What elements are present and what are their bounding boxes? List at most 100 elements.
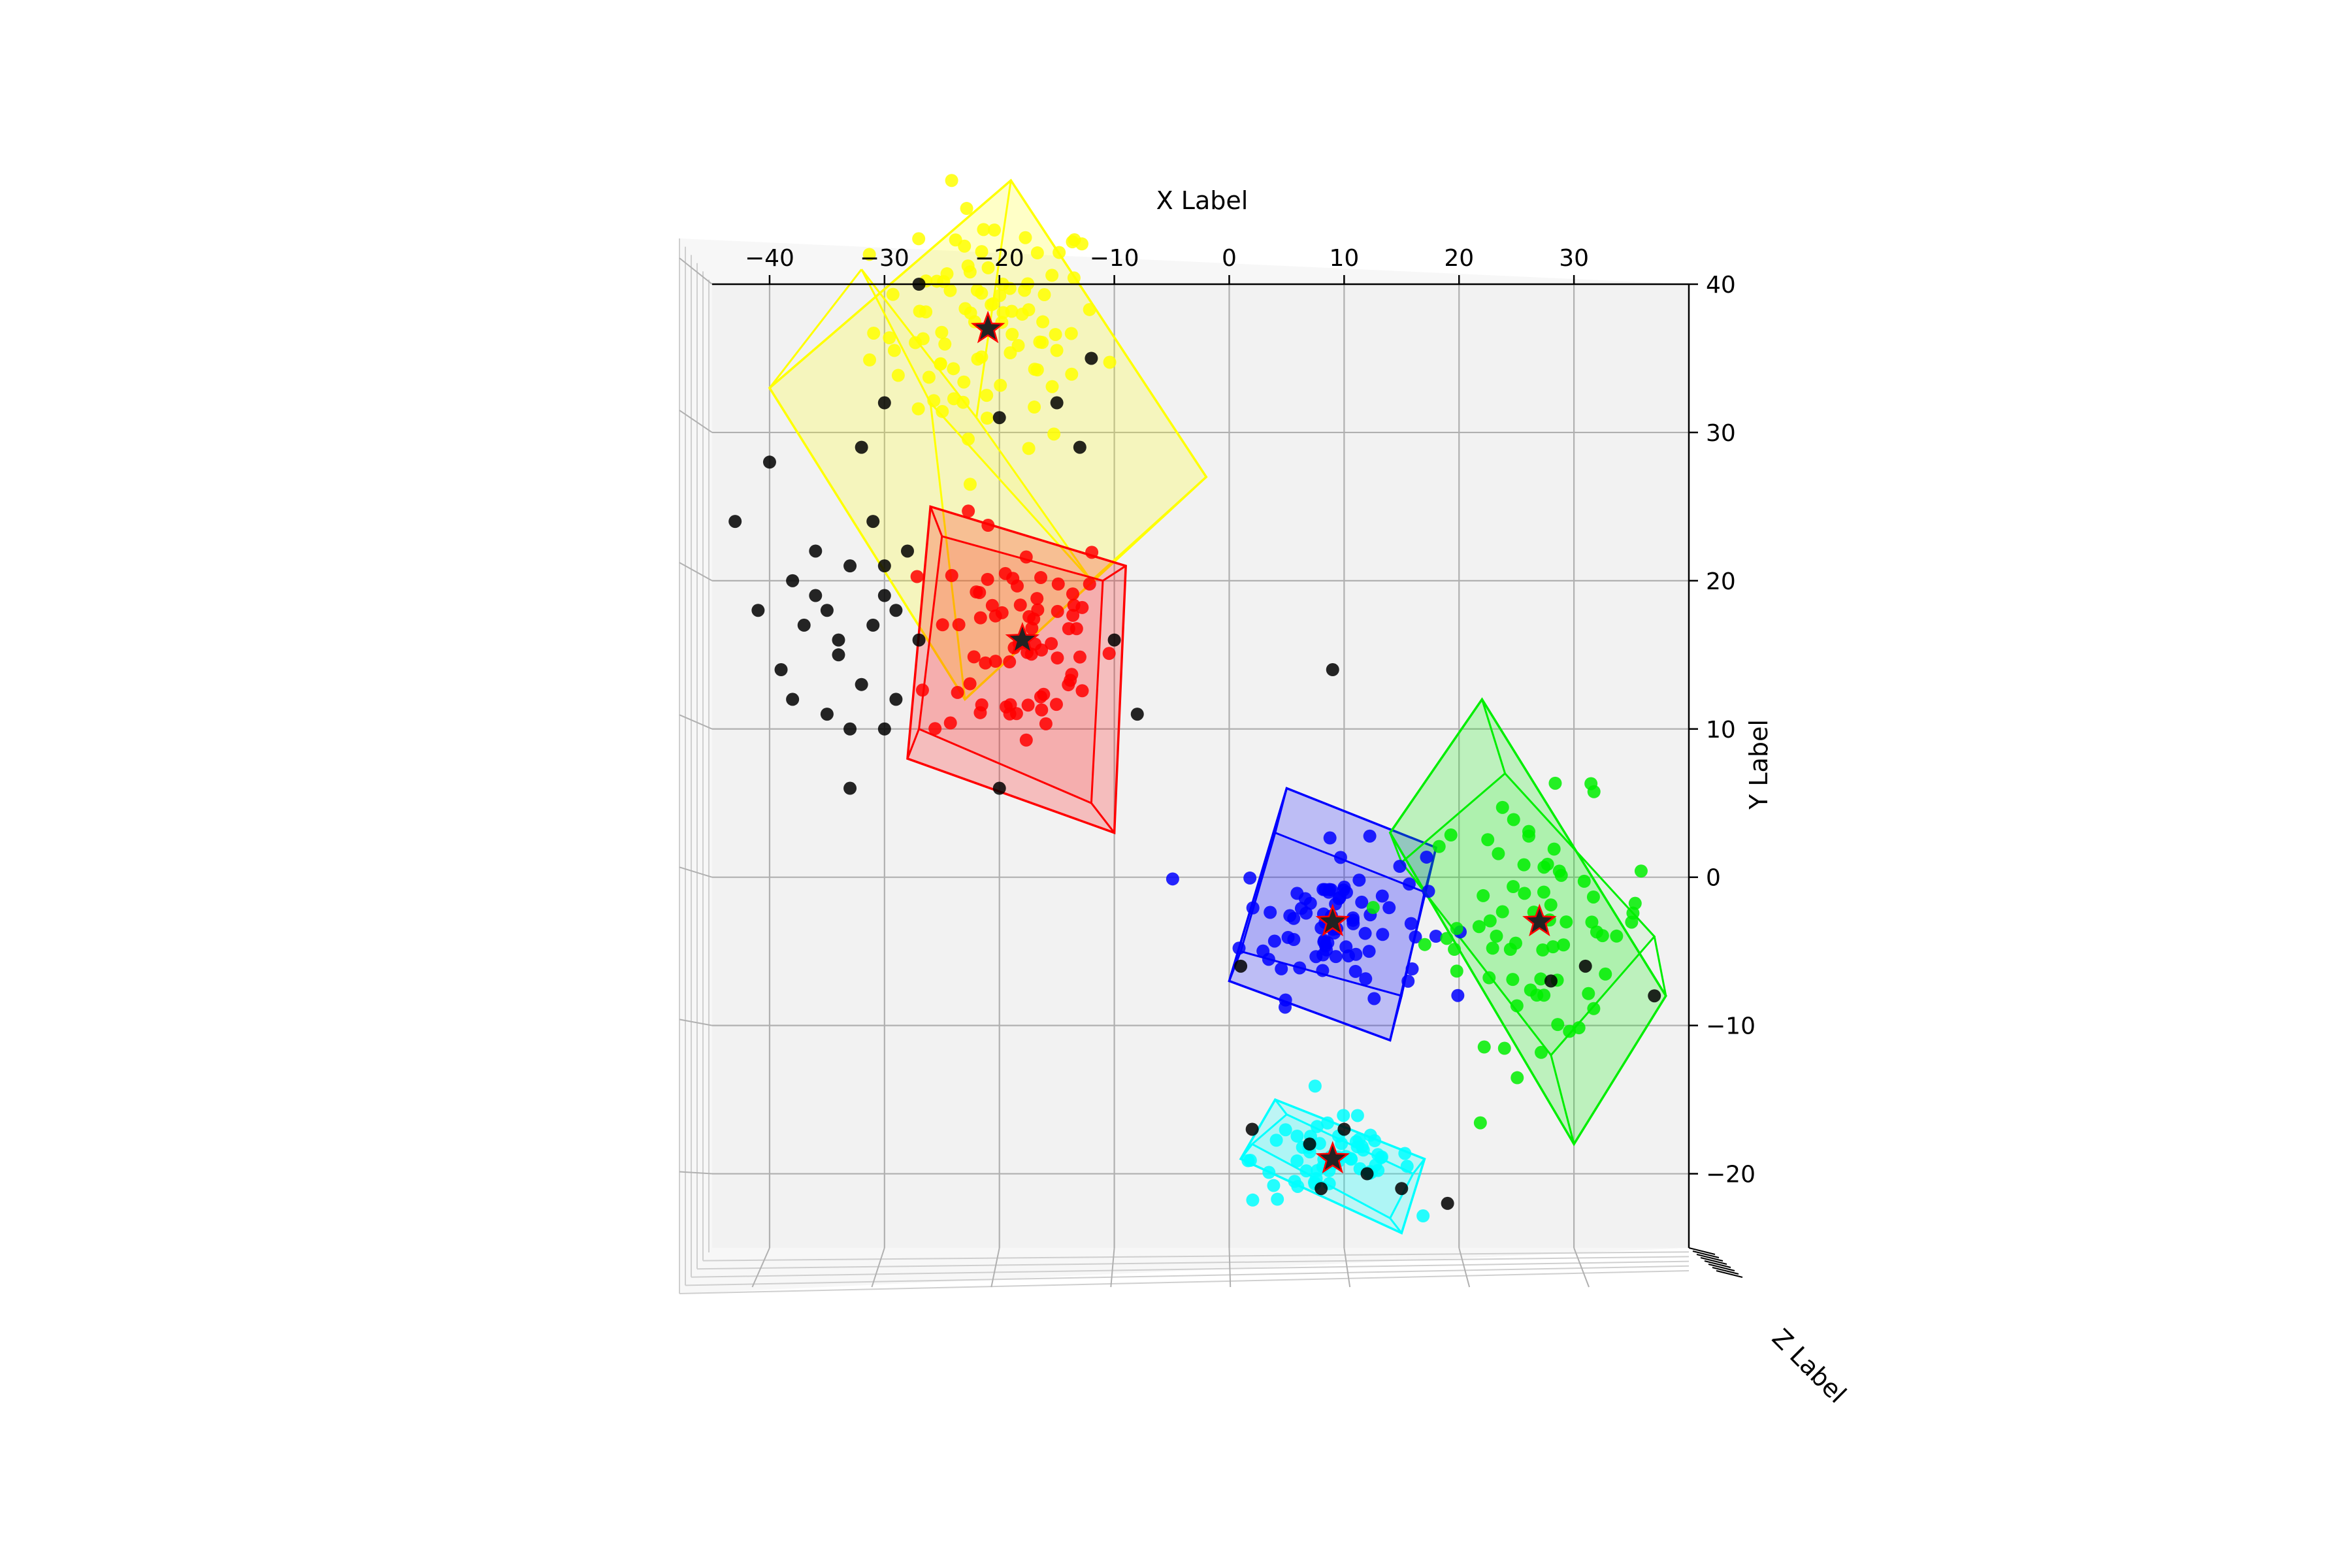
cluster-point	[1019, 231, 1032, 244]
cluster-point	[1367, 992, 1381, 1005]
cluster-point	[1262, 1166, 1276, 1179]
cluster-point	[1064, 327, 1078, 340]
cluster-point	[962, 504, 975, 518]
noise-point	[728, 515, 742, 529]
noise-point	[820, 708, 834, 721]
noise-point	[1337, 1122, 1351, 1136]
cluster-point	[975, 350, 988, 364]
cluster-box-edge	[1653, 936, 1667, 996]
cluster-point	[1416, 1209, 1430, 1223]
cluster-point	[1477, 1040, 1491, 1054]
z-tick-mark	[1708, 1264, 1735, 1271]
cluster-point	[1028, 400, 1041, 414]
cluster-point	[1483, 914, 1497, 928]
cluster-point	[1507, 813, 1520, 826]
cluster-point	[934, 357, 947, 370]
x-grid-stub	[751, 1247, 770, 1288]
noise-point	[1245, 1122, 1259, 1136]
pane-bottom-line	[691, 1260, 1690, 1278]
noise-point	[1085, 351, 1098, 365]
cluster-box-edge	[1389, 832, 1403, 863]
cluster-point	[1429, 930, 1443, 943]
cluster-point	[1371, 1148, 1385, 1162]
grid-lines	[679, 257, 1689, 1288]
cluster-point	[1075, 684, 1089, 698]
cluster-point	[1293, 961, 1307, 975]
x-grid-stub	[1573, 1247, 1590, 1288]
z-tick-mark	[1696, 1254, 1723, 1262]
cluster-point	[1290, 1154, 1304, 1168]
cluster-point	[1557, 938, 1571, 952]
cluster-box-edge	[1102, 564, 1126, 582]
cluster-point	[1610, 929, 1624, 943]
cluster-point	[1409, 930, 1422, 944]
cluster-point	[916, 332, 930, 346]
cluster-point	[1585, 915, 1599, 929]
cluster-point	[1232, 941, 1246, 955]
noise-point	[1234, 959, 1248, 973]
cluster-point	[1563, 1024, 1576, 1038]
cluster-point	[1011, 338, 1025, 352]
axes-panes	[679, 238, 1690, 1294]
xy-pane	[712, 284, 1689, 1248]
centroid-star	[1315, 1141, 1350, 1174]
cluster-point	[887, 344, 901, 357]
cluster-point	[1440, 932, 1454, 945]
cluster-point	[1316, 883, 1330, 896]
noise-point	[762, 455, 776, 469]
pane-bottom-line	[702, 1251, 1690, 1262]
cluster-point	[1628, 896, 1642, 910]
cluster-point	[1065, 367, 1079, 381]
y-tick-label: −10	[1706, 1013, 1756, 1040]
x-grid-stub	[1110, 1247, 1115, 1288]
x-tick-label: 20	[1444, 245, 1474, 272]
noise-point	[912, 633, 926, 647]
cluster-point	[1495, 905, 1509, 919]
cluster-point	[963, 478, 977, 491]
cluster-point	[1051, 651, 1064, 665]
cluster-point	[928, 722, 942, 736]
cluster-point	[1279, 1000, 1292, 1014]
noise-point	[843, 559, 857, 573]
cluster-point	[1518, 887, 1531, 900]
cluster-point	[1587, 785, 1601, 798]
cluster-point	[1490, 929, 1503, 943]
cluster-point	[1536, 943, 1550, 957]
z-tick-mark	[1692, 1250, 1720, 1258]
cluster-point	[1006, 572, 1020, 585]
y-tick-label: 30	[1706, 420, 1736, 447]
noise-point	[820, 604, 834, 617]
cluster-point	[1552, 864, 1566, 878]
cluster-point	[977, 223, 990, 237]
y-tick-label: 40	[1706, 272, 1736, 299]
y-grid-stub	[679, 257, 713, 285]
cluster-point	[994, 378, 1007, 392]
cluster-point	[980, 389, 994, 402]
z-tick-mark	[1716, 1270, 1743, 1278]
cluster-point	[1316, 964, 1330, 977]
cluster-point	[1495, 800, 1509, 814]
x-axis-label: X Label	[1156, 186, 1249, 215]
noise-point	[786, 693, 800, 706]
cluster-point	[961, 433, 975, 446]
cluster-point	[1316, 948, 1330, 962]
cluster-point	[985, 298, 998, 312]
cluster-point	[1051, 577, 1065, 591]
cluster-point	[988, 655, 1002, 668]
cluster-point	[1256, 944, 1270, 958]
cluster-point	[937, 274, 951, 288]
cluster-point	[1028, 363, 1041, 376]
cluster-point	[1382, 901, 1396, 915]
cluster-point	[891, 368, 905, 382]
cluster-point	[1376, 928, 1390, 941]
cluster-point	[1037, 687, 1051, 701]
cluster-point	[1246, 901, 1260, 915]
cluster-point	[979, 656, 992, 670]
cluster-point	[867, 326, 881, 340]
cluster-point	[1053, 246, 1066, 259]
cluster-point	[1358, 926, 1372, 940]
y-grid-stub	[679, 714, 713, 730]
cluster-point	[1333, 890, 1347, 904]
cluster-point	[1535, 1045, 1548, 1059]
y-grid-stub	[679, 562, 713, 581]
